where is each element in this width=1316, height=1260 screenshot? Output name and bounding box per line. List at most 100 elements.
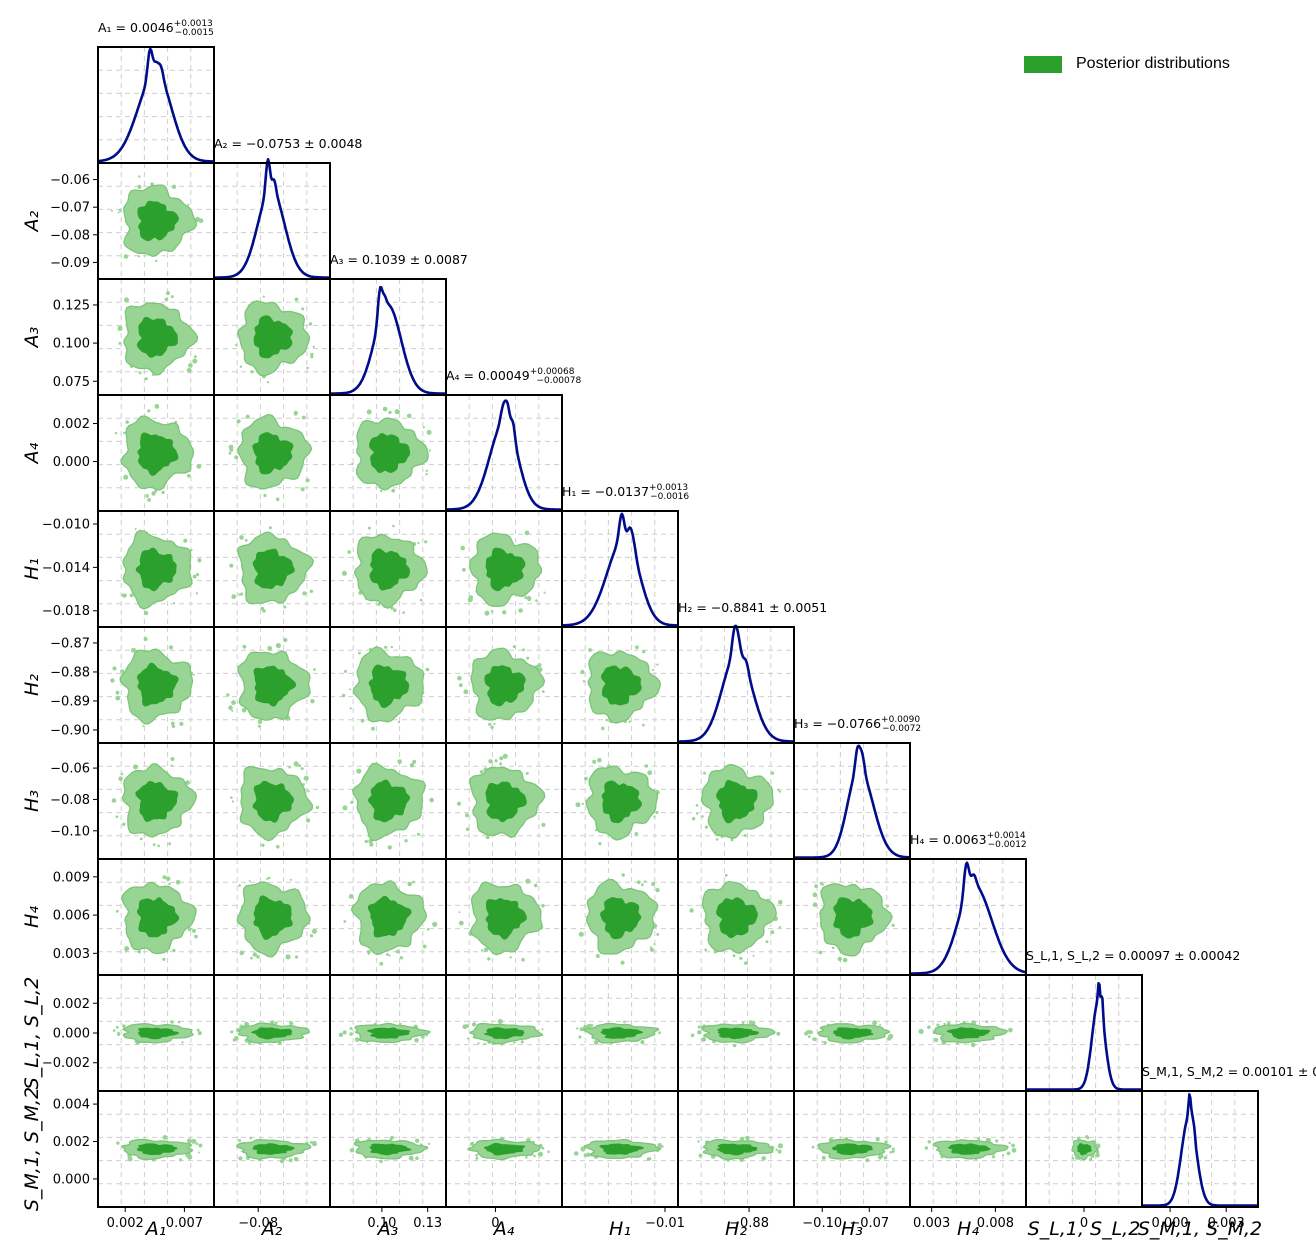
sample-dot: [541, 1028, 544, 1031]
sample-dot: [424, 540, 428, 544]
sample-dot: [275, 643, 281, 649]
sample-dot: [464, 813, 469, 818]
posterior-curve: [677, 624, 795, 743]
sample-dot: [752, 954, 755, 957]
sample-dot: [651, 882, 656, 886]
sample-dot: [166, 291, 170, 296]
y-tick-label: 0.002: [53, 1135, 90, 1150]
x-tick-label: 0: [491, 1216, 499, 1231]
sample-dot: [691, 817, 696, 821]
sample-dot: [118, 208, 122, 212]
y-axis-label: H₃: [21, 790, 43, 812]
sample-dot: [467, 597, 473, 603]
contour-inner: [483, 1142, 526, 1156]
panel-8-5: [677, 974, 795, 1092]
panel-background: [446, 395, 562, 511]
sample-dot: [144, 377, 148, 381]
sample-dot: [197, 558, 202, 563]
contour-inner: [136, 897, 180, 938]
sample-dot: [145, 494, 149, 498]
sample-dot: [429, 797, 434, 803]
sample-dot: [341, 570, 347, 576]
sample-dot: [354, 1037, 360, 1042]
sample-dot: [415, 1156, 419, 1160]
sample-dot: [701, 815, 704, 818]
sample-dot: [152, 843, 156, 846]
sample-dot: [842, 957, 848, 963]
sample-dot: [414, 1038, 419, 1043]
panel-title-9: S_M,1, S_M,2 = 0.00101 ± 0.00040: [1142, 1064, 1316, 1079]
sample-dot: [185, 780, 190, 785]
x-tick-label: 0.003: [913, 1216, 950, 1231]
sample-dot: [397, 721, 400, 724]
sample-dot: [231, 709, 234, 712]
panel-4-4: [561, 510, 679, 628]
sample-dot: [425, 473, 428, 476]
sample-dot: [497, 1018, 503, 1025]
contour-inner: [253, 315, 293, 359]
sample-dot: [162, 957, 166, 961]
y-tick-label: −0.87: [50, 636, 90, 651]
panel-9-9: [1141, 1090, 1259, 1208]
x-axis-label: S_L,1, S_L,2: [1028, 1218, 1141, 1240]
title-superscript: +0.0014: [987, 831, 1026, 841]
sample-dot: [458, 683, 463, 688]
contour-inner: [367, 895, 412, 938]
sample-dot: [191, 1138, 197, 1144]
sample-dot: [187, 474, 191, 478]
sample-dot: [533, 1154, 536, 1158]
sample-dot: [170, 1021, 174, 1024]
panel-title-6: H₃ = −0.0766+0.0090 −0.0072: [794, 715, 921, 734]
sample-dot: [927, 1025, 931, 1029]
posterior-curve: [329, 285, 447, 395]
contour-inner: [369, 548, 411, 591]
sample-dot: [483, 1042, 486, 1046]
sample-dot: [307, 790, 310, 793]
sample-dot: [641, 883, 644, 887]
sample-dot: [195, 1142, 199, 1145]
sample-dot: [349, 1148, 355, 1153]
sample-dot: [891, 923, 895, 928]
sample-dot: [1001, 1154, 1005, 1157]
sample-dot: [886, 904, 889, 908]
sample-dot: [123, 431, 126, 435]
sample-dot: [239, 950, 245, 956]
sample-dot: [475, 1153, 479, 1157]
panel-7-0: [97, 858, 215, 976]
sample-dot: [124, 946, 130, 952]
y-tick-label: −0.014: [42, 561, 90, 576]
panel-8-8: [1025, 974, 1143, 1092]
sample-dot: [488, 759, 493, 764]
contour-inner: [485, 897, 527, 940]
contour-inner: [136, 662, 179, 707]
sample-dot: [655, 888, 660, 893]
sample-dot: [590, 1023, 594, 1027]
panel-6-3: [445, 742, 563, 860]
sample-dot: [584, 776, 588, 781]
sample-dot: [366, 409, 372, 415]
sample-dot: [777, 788, 780, 792]
y-axis-label: A₂: [21, 210, 43, 233]
sample-dot: [777, 1149, 782, 1154]
sample-dot: [891, 1150, 895, 1153]
x-axis-label: A₃: [376, 1218, 399, 1240]
sample-dot: [350, 800, 354, 805]
sample-dot: [171, 724, 176, 729]
sample-dot: [349, 1027, 353, 1030]
sample-dot: [995, 1139, 999, 1143]
panel-5-1: [213, 626, 331, 744]
contour-inner: [368, 664, 410, 709]
sample-dot: [377, 602, 381, 606]
sample-dot: [342, 805, 348, 811]
sample-dot: [239, 535, 244, 540]
sample-dot: [484, 610, 490, 616]
contour-inner: [252, 432, 294, 475]
sample-dot: [417, 541, 420, 545]
y-tick-label: 0.004: [53, 1098, 90, 1113]
sample-dot: [1095, 1153, 1100, 1158]
panel-8-0: [97, 974, 215, 1092]
sample-dot: [257, 724, 261, 728]
sample-dot: [143, 610, 149, 616]
sample-dot: [293, 761, 299, 767]
